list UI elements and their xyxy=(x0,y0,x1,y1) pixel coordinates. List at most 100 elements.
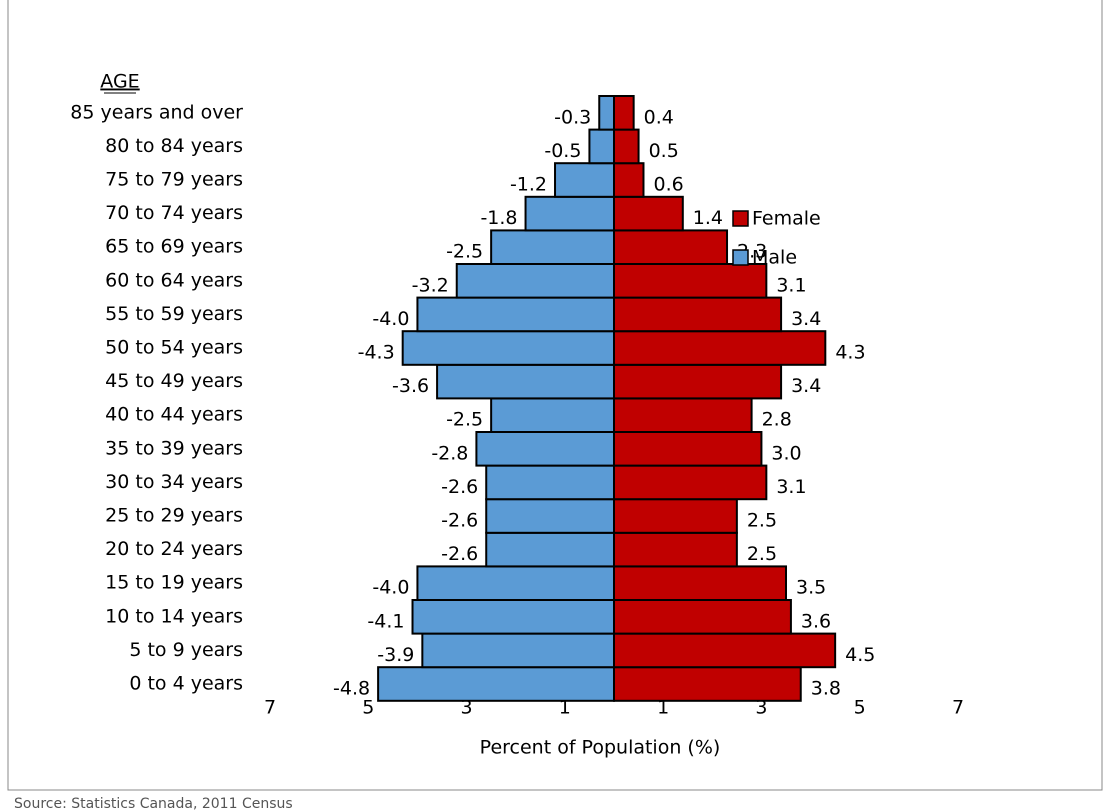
bar xyxy=(377,666,615,702)
value-label: 2.8 xyxy=(762,409,792,431)
value-label: -4.0 xyxy=(372,308,409,330)
bar xyxy=(421,632,616,669)
source: Source: Statistics Canada, 2011 Census xyxy=(14,796,293,812)
bar xyxy=(485,464,616,501)
bar xyxy=(613,296,783,333)
bar xyxy=(613,263,768,299)
x-tick-label: 1 xyxy=(657,697,669,719)
value-label: 1.4 xyxy=(693,207,723,229)
bar xyxy=(588,128,616,165)
y-tick-label: 65 to 69 years xyxy=(105,236,243,258)
y-tick-label: 35 to 39 years xyxy=(105,437,243,459)
value-label: 0.6 xyxy=(653,174,683,196)
y-tick-label: 15 to 19 years xyxy=(105,572,243,594)
bar xyxy=(411,599,615,635)
bar xyxy=(613,498,738,534)
bar xyxy=(475,431,615,467)
y-tick-label: 20 to 24 years xyxy=(105,538,243,560)
y-header: AGE xyxy=(100,71,139,93)
value-label: 3.8 xyxy=(811,678,841,700)
value-label: -2.8 xyxy=(431,442,468,464)
value-label: -1.2 xyxy=(510,174,547,196)
bar xyxy=(613,195,684,232)
bar xyxy=(455,263,615,299)
y-tick-label: 10 to 14 years xyxy=(105,605,243,627)
bar xyxy=(613,632,837,669)
value-label: 3.4 xyxy=(791,375,821,397)
bar xyxy=(613,666,802,702)
bar xyxy=(613,565,787,602)
y-tick-label: 30 to 34 years xyxy=(105,471,243,493)
value-label: -2.5 xyxy=(446,409,483,431)
bar xyxy=(436,363,616,400)
bar xyxy=(613,531,738,568)
value-label: -4.0 xyxy=(372,577,409,599)
y-tick-label: 0 to 4 years xyxy=(129,673,243,695)
bar xyxy=(613,95,635,131)
value-label: 3.0 xyxy=(771,442,801,464)
value-label: -3.9 xyxy=(377,644,414,666)
y-tick-label: 40 to 44 years xyxy=(105,404,243,426)
y-tick-label: 80 to 84 years xyxy=(105,135,243,157)
bar xyxy=(598,95,615,131)
x-tick-label: 7 xyxy=(952,697,964,719)
value-label: 3.6 xyxy=(801,610,831,632)
bar xyxy=(613,128,640,165)
bar xyxy=(485,531,616,568)
y-tick-label: 70 to 74 years xyxy=(105,202,243,224)
bar xyxy=(524,195,615,232)
legend-label: Male xyxy=(752,247,797,269)
x-tick-label: 3 xyxy=(461,697,473,719)
y-tick-label: 75 to 79 years xyxy=(105,169,243,191)
x-tick-label: 5 xyxy=(854,697,866,719)
bar xyxy=(401,330,615,366)
y-tick-label: 50 to 54 years xyxy=(105,337,243,359)
value-label: -4.1 xyxy=(367,610,404,632)
bar xyxy=(416,296,615,333)
value-label: -4.8 xyxy=(333,678,370,700)
legend-label: Female xyxy=(752,208,821,230)
chart-frame xyxy=(7,0,1103,791)
value-label: 4.5 xyxy=(845,644,875,666)
bar xyxy=(613,363,783,400)
value-label: -2.5 xyxy=(446,241,483,263)
bar xyxy=(613,431,763,467)
x-axis-title: Percent of Population (%) xyxy=(480,737,721,759)
value-label: 2.5 xyxy=(747,510,777,532)
value-label: -2.6 xyxy=(441,510,478,532)
bar xyxy=(554,162,615,198)
bar xyxy=(490,229,615,265)
value-label: -3.6 xyxy=(392,375,429,397)
value-label: 3.5 xyxy=(796,577,826,599)
legend-swatch xyxy=(732,210,749,227)
value-label: 2.5 xyxy=(747,543,777,565)
value-label: -4.3 xyxy=(358,342,395,364)
x-tick-label: 3 xyxy=(755,697,767,719)
y-tick-label: 85 years and over xyxy=(70,101,243,123)
bar xyxy=(485,498,616,534)
value-label: -1.8 xyxy=(480,207,517,229)
value-label: -2.6 xyxy=(441,543,478,565)
bar xyxy=(613,229,729,265)
value-label: 3.4 xyxy=(791,308,821,330)
bar xyxy=(613,330,827,366)
x-tick-label: 5 xyxy=(362,697,374,719)
legend-swatch xyxy=(732,249,749,266)
bar xyxy=(613,464,768,501)
value-label: -2.6 xyxy=(441,476,478,498)
value-label: 0.4 xyxy=(644,106,674,128)
value-label: -0.5 xyxy=(544,140,581,162)
y-tick-label: 55 to 59 years xyxy=(105,303,243,325)
bar xyxy=(490,397,615,433)
x-tick-label: 7 xyxy=(264,697,276,719)
bar xyxy=(613,599,792,635)
y-tick-label: 60 to 64 years xyxy=(105,269,243,291)
bar xyxy=(613,397,753,433)
y-tick-label: 5 to 9 years xyxy=(129,639,243,661)
y-tick-label: 45 to 49 years xyxy=(105,370,243,392)
value-label: 3.1 xyxy=(776,274,806,296)
value-label: -3.2 xyxy=(412,274,449,296)
bar xyxy=(416,565,615,602)
value-label: 0.5 xyxy=(649,140,679,162)
